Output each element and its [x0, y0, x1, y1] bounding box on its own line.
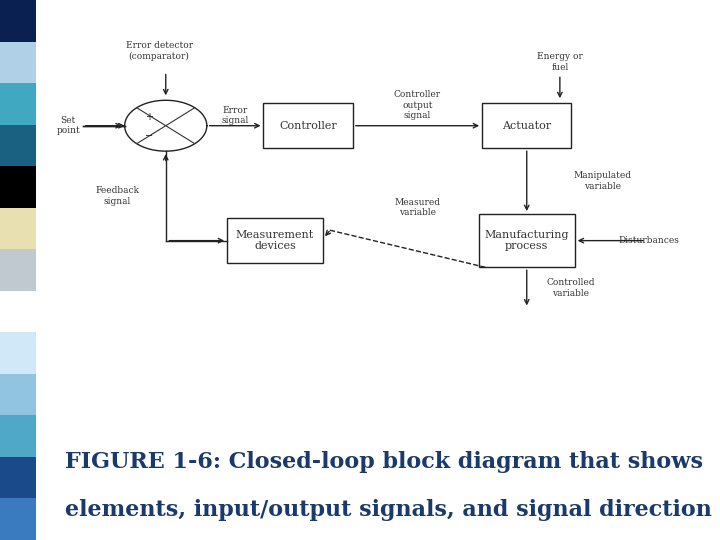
Bar: [0, 498, 36, 540]
Text: +: +: [145, 112, 153, 122]
Bar: [0, 166, 36, 208]
Text: Error
signal: Error signal: [222, 106, 248, 125]
Bar: [0, 291, 36, 332]
Text: elements, input/output signals, and signal direction: elements, input/output signals, and sign…: [65, 500, 711, 521]
Bar: [0, 125, 36, 166]
Text: Disturbances: Disturbances: [618, 236, 679, 245]
Bar: [0, 83, 36, 125]
Text: Energy or
fuel: Energy or fuel: [537, 52, 582, 72]
Bar: [0, 0, 36, 42]
Text: −: −: [145, 131, 153, 141]
Text: Measured
variable: Measured variable: [395, 198, 441, 217]
Bar: [0, 249, 36, 291]
Text: FIGURE 1-6: Closed-loop block diagram that shows: FIGURE 1-6: Closed-loop block diagram th…: [65, 451, 703, 472]
Bar: [264, 103, 353, 148]
Text: Controlled
variable: Controlled variable: [546, 278, 595, 298]
Bar: [0, 42, 36, 83]
Text: Manipulated
variable: Manipulated variable: [573, 171, 631, 191]
Bar: [0, 332, 36, 374]
Text: Controller: Controller: [279, 121, 337, 131]
Text: Set
point: Set point: [56, 116, 80, 136]
Text: Feedback
signal: Feedback signal: [95, 186, 139, 206]
Text: Actuator: Actuator: [502, 121, 552, 131]
Bar: [0, 457, 36, 498]
Text: Measurement
devices: Measurement devices: [236, 230, 314, 252]
Bar: [482, 103, 572, 148]
Bar: [227, 218, 323, 263]
Bar: [0, 415, 36, 457]
Bar: [0, 374, 36, 415]
Text: Controller
output
signal: Controller output signal: [394, 90, 441, 120]
Bar: [0, 208, 36, 249]
Text: Error detector
(comparator): Error detector (comparator): [125, 41, 193, 61]
Text: Manufacturing
process: Manufacturing process: [485, 230, 569, 252]
Bar: [479, 214, 575, 267]
